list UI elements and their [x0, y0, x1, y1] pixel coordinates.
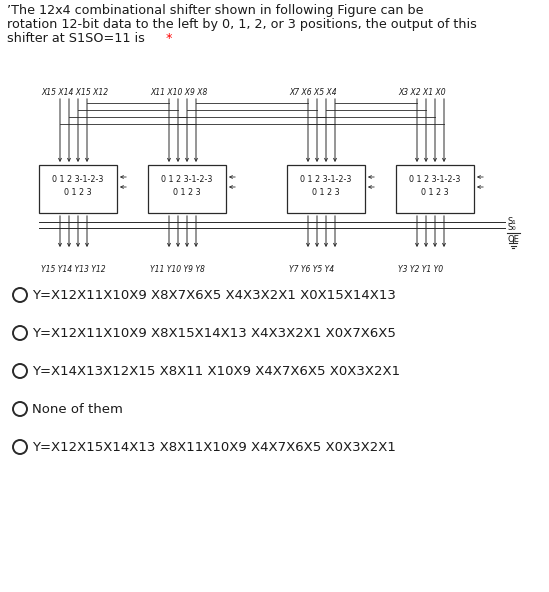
Text: None of them: None of them	[32, 403, 123, 416]
Text: OE: OE	[507, 235, 519, 244]
Text: Y=X12X11X10X9 X8X15X14X13 X4X3X2X1 X0X7X6X5: Y=X12X11X10X9 X8X15X14X13 X4X3X2X1 X0X7X…	[32, 327, 396, 340]
Bar	[396, 165, 474, 213]
Bar	[287, 165, 365, 213]
Text: 0 1 2 3-1-2-3: 0 1 2 3-1-2-3	[161, 175, 212, 184]
Text: X11 X10 X9 X8: X11 X10 X9 X8	[150, 88, 208, 97]
Bar	[39, 165, 117, 213]
Text: S₀: S₀	[508, 223, 517, 231]
Text: 0 1 2 3: 0 1 2 3	[421, 188, 449, 197]
Text: 0 1 2 3: 0 1 2 3	[173, 188, 201, 197]
Bar	[148, 165, 226, 213]
Text: 0 1 2 3-1-2-3: 0 1 2 3-1-2-3	[410, 175, 461, 184]
Text: 0 1 2 3-1-2-3: 0 1 2 3-1-2-3	[300, 175, 352, 184]
Text: Y7 Y6 Y5 Y4: Y7 Y6 Y5 Y4	[289, 265, 334, 274]
Text: rotation 12-bit data to the left by 0, 1, 2, or 3 positions, the output of this: rotation 12-bit data to the left by 0, 1…	[7, 18, 477, 31]
Text: X15 X14 X15 X12: X15 X14 X15 X12	[41, 88, 108, 97]
Text: Y=X14X13X12X15 X8X11 X10X9 X4X7X6X5 X0X3X2X1: Y=X14X13X12X15 X8X11 X10X9 X4X7X6X5 X0X3…	[32, 365, 400, 378]
Text: 0 1 2 3: 0 1 2 3	[64, 188, 92, 197]
Text: S₁: S₁	[508, 217, 517, 226]
Text: *: *	[166, 32, 172, 45]
Text: X7 X6 X5 X4: X7 X6 X5 X4	[289, 88, 337, 97]
Text: Y=X12X15X14X13 X8X11X10X9 X4X7X6X5 X0X3X2X1: Y=X12X15X14X13 X8X11X10X9 X4X7X6X5 X0X3X…	[32, 441, 396, 454]
Text: Y=X12X11X10X9 X8X7X6X5 X4X3X2X1 X0X15X14X13: Y=X12X11X10X9 X8X7X6X5 X4X3X2X1 X0X15X14…	[32, 289, 396, 302]
Text: 0 1 2 3-1-2-3: 0 1 2 3-1-2-3	[52, 175, 104, 184]
Text: X3 X2 X1 X0: X3 X2 X1 X0	[398, 88, 446, 97]
Text: ’The 12x4 combinational shifter shown in following Figure can be: ’The 12x4 combinational shifter shown in…	[7, 4, 423, 17]
Text: Y15 Y14 Y13 Y12: Y15 Y14 Y13 Y12	[41, 265, 105, 274]
Text: Y3 Y2 Y1 Y0: Y3 Y2 Y1 Y0	[398, 265, 443, 274]
Text: Y11 Y10 Y9 Y8: Y11 Y10 Y9 Y8	[150, 265, 205, 274]
Text: 0 1 2 3: 0 1 2 3	[312, 188, 340, 197]
Text: shifter at S1SO=11 is: shifter at S1SO=11 is	[7, 32, 149, 45]
